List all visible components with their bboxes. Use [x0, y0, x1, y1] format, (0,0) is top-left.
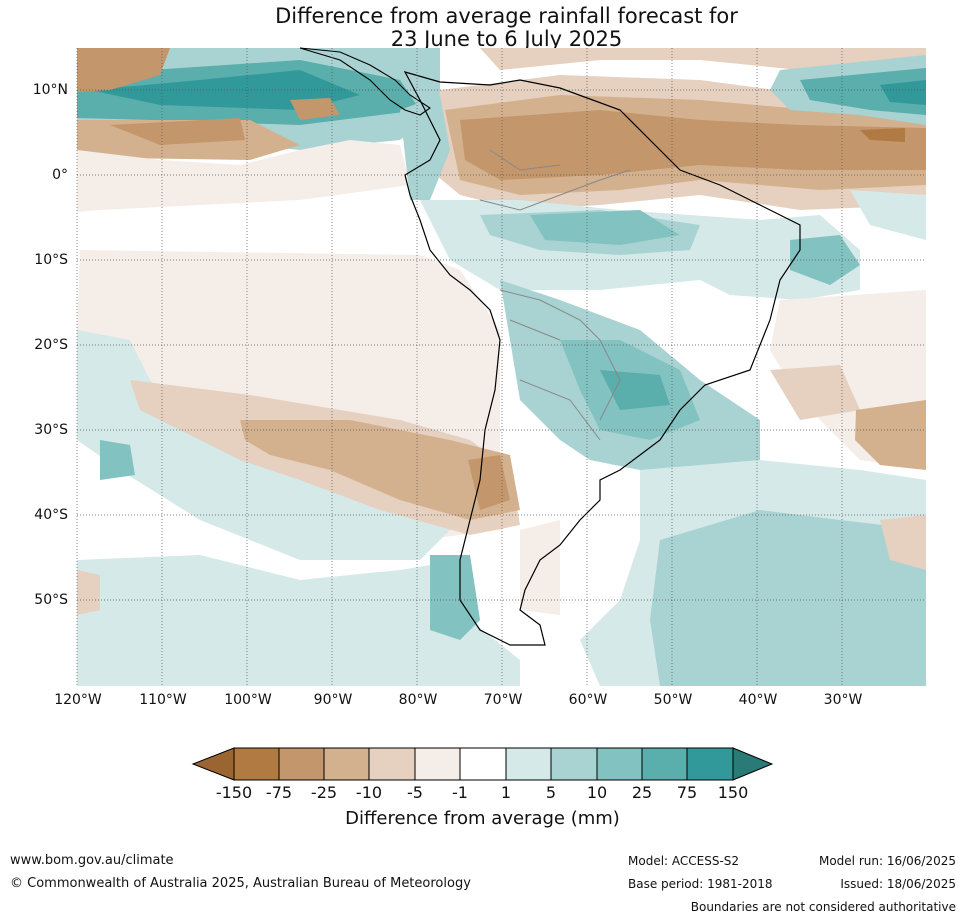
lon-label: 100°W	[224, 692, 272, 708]
colorbar-tick: -25	[310, 783, 338, 802]
coastline	[299, 47, 431, 116]
footer-base-period: Base period: 1981-2018	[628, 877, 773, 891]
anomaly-region	[800, 68, 926, 115]
anomaly-region	[520, 520, 560, 615]
colorbar-segment	[368, 747, 416, 781]
colorbar-segment	[278, 747, 325, 781]
colorbar-tick: -75	[265, 783, 293, 802]
anomaly-region	[650, 510, 926, 686]
footer-copyright: © Commonwealth of Australia 2025, Austra…	[10, 876, 471, 891]
coastline	[403, 71, 801, 646]
colorbar-tick: -5	[407, 783, 423, 802]
country-border	[479, 149, 631, 441]
colorbar-segment	[505, 747, 552, 781]
colorbar-segment	[596, 747, 643, 781]
lon-label: 70°W	[483, 692, 523, 708]
colorbar-tick: 75	[676, 783, 698, 802]
colorbar-extend-high	[732, 747, 774, 781]
anomaly-region	[468, 455, 510, 510]
anomaly-region	[400, 95, 450, 200]
anomaly-region	[770, 365, 860, 420]
anomaly-region	[480, 48, 926, 70]
anomaly-region	[77, 48, 170, 92]
lon-label: 90°W	[313, 692, 353, 708]
footer-model-run: Model run: 16/06/2025	[818, 854, 956, 868]
colorbar-segment	[323, 747, 370, 781]
anomaly-region	[430, 555, 480, 640]
anomaly-region	[77, 140, 410, 212]
anomaly-region	[530, 210, 680, 245]
anomaly-region	[110, 118, 245, 145]
colorbar-tick: 5	[545, 783, 557, 802]
colorbar-extend-low	[191, 747, 235, 781]
colorbar-segment	[233, 747, 280, 781]
colorbar-tick: -150	[215, 783, 253, 802]
lat-label: 10°N	[32, 82, 68, 98]
lat-label: 20°S	[34, 337, 68, 353]
anomaly-region	[855, 400, 926, 470]
footer-url[interactable]: www.bom.gov.au/climate	[10, 853, 174, 868]
colorbar-segment	[459, 747, 507, 781]
anomaly-region	[600, 370, 670, 410]
colorbar-tick: 1	[500, 783, 512, 802]
colorbar-tick: 150	[717, 783, 749, 802]
map-title-line1: Difference from average rainfall forecas…	[275, 4, 738, 28]
lon-label: 60°W	[568, 692, 608, 708]
lon-label: 30°W	[823, 692, 863, 708]
anomaly-region	[290, 98, 340, 120]
colorbar-tick: 10	[586, 783, 608, 802]
footer-model: Model: ACCESS-S2	[628, 854, 740, 868]
colorbar-tick: -10	[355, 783, 383, 802]
anomaly-region	[240, 420, 520, 520]
anomaly-region	[77, 555, 520, 686]
lon-label: 80°W	[398, 692, 438, 708]
anomaly-region	[880, 80, 926, 105]
colorbar-segment	[550, 747, 598, 781]
lat-label: 40°S	[34, 507, 68, 523]
colorbar-segment	[641, 747, 688, 781]
colorbar-segment	[414, 747, 461, 781]
anomaly-region	[860, 128, 905, 142]
anomaly-region	[77, 570, 100, 615]
lon-label: 120°W	[54, 692, 102, 708]
lat-label: 50°S	[34, 592, 68, 608]
colorbar-tick: -1	[452, 783, 468, 802]
colorbar-tick: 25	[631, 783, 653, 802]
map-title-line2: 23 June to 6 July 2025	[390, 27, 623, 51]
colorbar-label: Difference from average (mm)	[345, 808, 620, 829]
lon-label: 40°W	[738, 692, 778, 708]
lat-label: 0°	[52, 167, 68, 183]
lat-label: 10°S	[34, 252, 68, 268]
colorbar-segment	[686, 747, 734, 781]
gridlines	[76, 48, 926, 686]
anomaly-region	[100, 440, 135, 480]
anomaly-region	[460, 110, 926, 180]
lon-label: 110°W	[139, 692, 187, 708]
lon-label: 50°W	[653, 692, 693, 708]
footer-disclaimer: Boundaries are not considered authoritat…	[690, 900, 956, 914]
anomaly-region	[850, 190, 926, 240]
footer-issued: Issued: 18/06/2025	[840, 877, 956, 891]
anomaly-region	[880, 515, 926, 570]
lat-label: 30°S	[34, 422, 68, 438]
